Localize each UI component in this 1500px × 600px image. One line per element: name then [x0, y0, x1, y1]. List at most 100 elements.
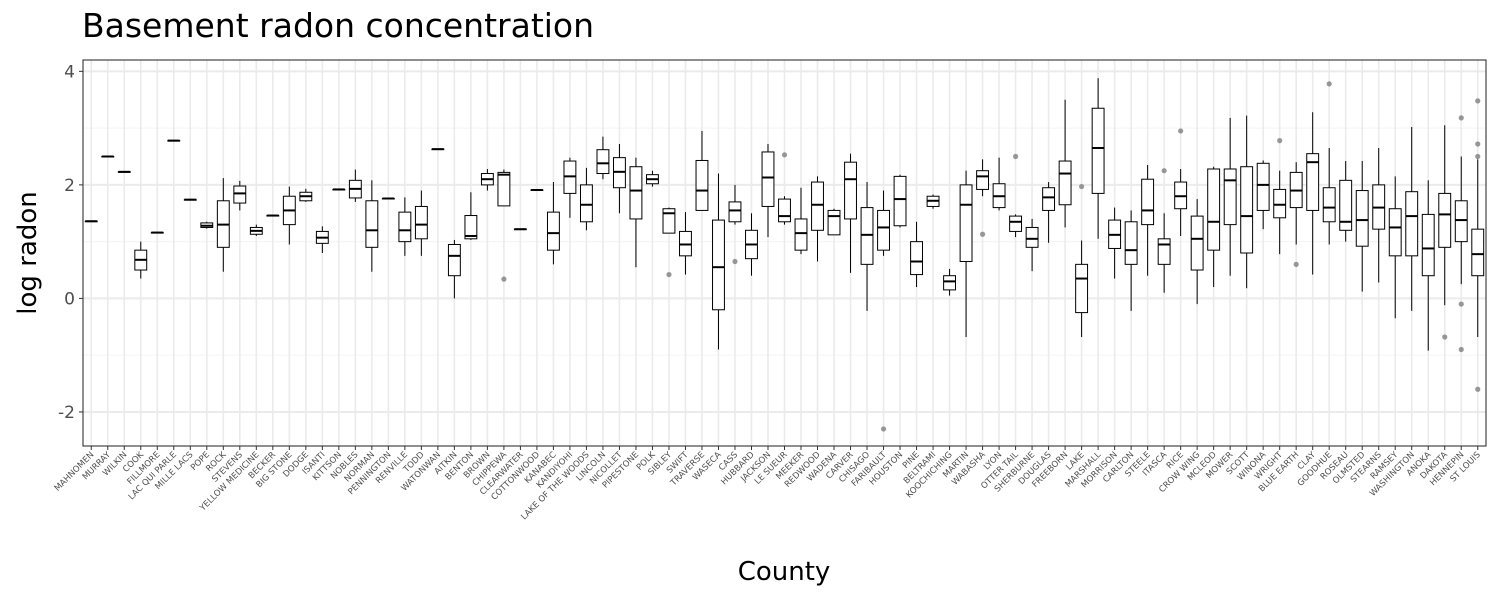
box-stevens	[233, 180, 247, 211]
outlier-point	[1458, 301, 1464, 307]
iqr-box	[893, 175, 907, 227]
outlier-point	[1475, 98, 1481, 104]
outlier-point	[1178, 128, 1184, 134]
iqr-box	[1273, 188, 1287, 219]
box-rice	[1174, 128, 1188, 236]
box-freeborn	[1058, 99, 1072, 228]
iqr-box	[1190, 215, 1204, 271]
x-axis-title: County	[738, 557, 831, 587]
iqr-box	[1421, 213, 1435, 277]
box-douglas	[1042, 182, 1056, 243]
iqr-box	[1058, 160, 1072, 206]
iqr-box	[844, 161, 857, 220]
iqr-box	[662, 208, 676, 234]
iqr-box	[414, 205, 428, 240]
box-sibley	[662, 207, 676, 278]
iqr-box	[1075, 263, 1089, 314]
iqr-box	[464, 215, 478, 240]
box-nicollet	[612, 144, 626, 214]
iqr-box	[1256, 162, 1270, 211]
box-anoka	[1421, 180, 1435, 351]
iqr-box	[365, 200, 379, 248]
box-dakota	[1438, 125, 1452, 340]
box-lake	[1075, 183, 1089, 338]
box-winona	[1256, 160, 1270, 230]
box-kanabec	[546, 182, 560, 265]
outlier-point	[1079, 183, 1085, 190]
iqr-box	[910, 241, 923, 276]
iqr-box	[1454, 200, 1468, 243]
box-aitkin	[447, 239, 461, 299]
box-marshall	[1091, 78, 1105, 239]
box-pipestone	[629, 157, 643, 268]
iqr-box	[233, 185, 247, 204]
iqr-box	[447, 243, 461, 277]
y-axis-title: log radon	[13, 191, 43, 314]
iqr-box	[1388, 208, 1402, 257]
iqr-box	[1025, 226, 1039, 248]
outlier-point	[1475, 153, 1481, 160]
box-hubbard	[745, 213, 758, 276]
box-wadena	[827, 208, 841, 236]
box-st-louis	[1471, 98, 1485, 392]
box-wright	[1273, 138, 1287, 255]
box-fillmore	[150, 231, 164, 234]
iqr-box	[629, 166, 643, 220]
y-axis: -2 0 2 4	[58, 62, 83, 423]
outlier-point	[1458, 115, 1464, 121]
box-benton	[464, 192, 478, 240]
box-watonwan	[431, 148, 445, 151]
iqr-box	[778, 198, 791, 223]
box-lyon	[992, 157, 1006, 211]
outlier-point	[1326, 81, 1332, 87]
box-sherburne	[1025, 218, 1039, 272]
box-steele	[1141, 165, 1155, 276]
iqr-box	[1355, 190, 1369, 247]
iqr-box	[1223, 168, 1237, 226]
outlier-point	[880, 426, 887, 432]
box-traverse	[695, 130, 709, 211]
box-lincoln	[596, 136, 610, 180]
box-scott	[1240, 115, 1254, 289]
iqr-box	[728, 201, 742, 223]
box-cottonwood	[530, 188, 544, 191]
box-big-stone	[282, 186, 296, 245]
iqr-box	[398, 211, 412, 243]
box-roseau	[1339, 161, 1353, 242]
box-isanti	[315, 226, 329, 253]
box-yellow-medicine	[249, 224, 263, 236]
box-polk	[646, 170, 659, 187]
box-koochiching	[943, 268, 957, 296]
box-clay	[1306, 112, 1320, 275]
outlier-point	[1012, 153, 1019, 160]
iqr-box	[579, 184, 593, 223]
outlier-point	[1442, 334, 1448, 340]
box-kittson	[332, 188, 346, 191]
box-hennepin	[1454, 115, 1468, 353]
iqr-box	[1322, 187, 1336, 223]
box-brown	[480, 168, 494, 191]
box-pennington	[381, 197, 395, 200]
iqr-box	[794, 218, 808, 251]
outlier-point	[1475, 386, 1481, 392]
iqr-box	[1240, 166, 1254, 254]
box-kandiyohi	[563, 157, 577, 218]
iqr-box	[695, 159, 709, 211]
box-stearns	[1372, 147, 1386, 283]
box-renville	[398, 197, 412, 256]
box-crow-wing	[1190, 199, 1204, 305]
iqr-box	[1091, 107, 1105, 194]
box-cass	[728, 184, 742, 265]
box-houston	[893, 174, 907, 228]
box-mahnomen	[84, 220, 98, 223]
box-swift	[679, 212, 692, 275]
box-todd	[414, 190, 428, 256]
box-beltrami	[926, 194, 940, 209]
box-washington	[1405, 126, 1419, 311]
iqr-box	[712, 219, 725, 311]
iqr-box	[1306, 153, 1320, 211]
box-murray	[101, 155, 115, 158]
box-clearwater	[513, 228, 527, 231]
